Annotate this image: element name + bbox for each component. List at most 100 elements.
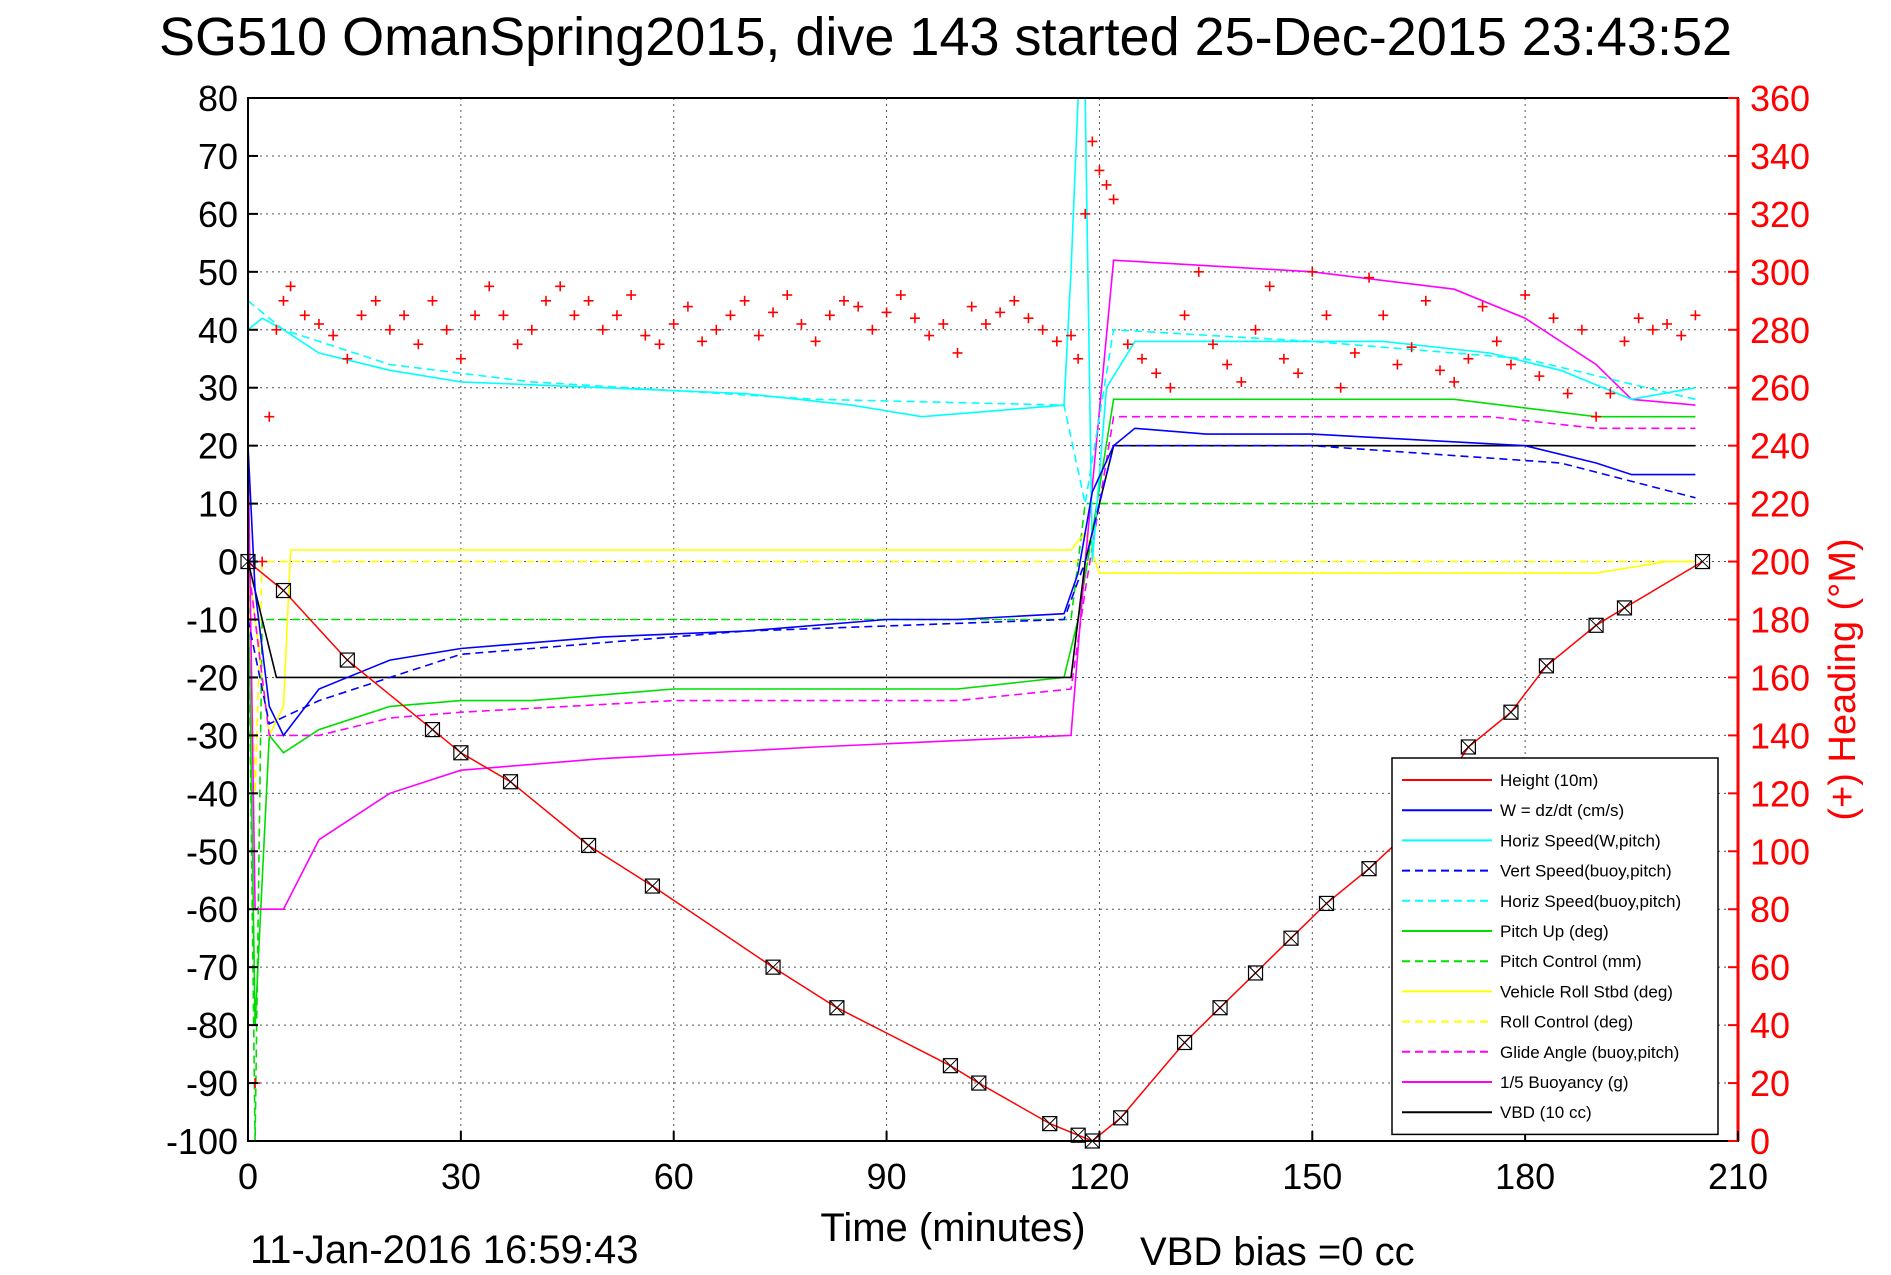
heading-marker (427, 295, 438, 306)
left-tick-label: 0 (218, 542, 238, 583)
right-tick-label: 20 (1750, 1063, 1790, 1104)
heading-marker (384, 324, 395, 335)
right-tick-label: 260 (1750, 368, 1810, 409)
heading-marker (1278, 353, 1289, 364)
right-tick-label: 120 (1750, 773, 1810, 814)
left-tick-label: -50 (186, 831, 238, 872)
height-marker (1042, 1116, 1058, 1132)
height-marker (829, 1000, 845, 1016)
heading-marker (810, 336, 821, 347)
left-tick-label: -90 (186, 1063, 238, 1104)
heading-marker (1108, 194, 1119, 205)
heading-marker (711, 324, 722, 335)
heading-marker (1449, 376, 1460, 387)
heading-marker (1122, 339, 1133, 350)
heading-marker (881, 307, 892, 318)
right-tick-label: 200 (1750, 542, 1810, 583)
height-marker (339, 652, 355, 668)
height-marker (942, 1058, 959, 1074)
series-line-3 (247, 444, 1696, 725)
x-tick-label: 120 (1069, 1156, 1129, 1197)
left-tick-label: -20 (186, 657, 238, 698)
right-tick-label: 360 (1750, 78, 1810, 119)
series-line-2 (247, 97, 1696, 562)
height-marker (275, 582, 292, 599)
heading-marker (342, 353, 353, 364)
legend-entry: 1/5 Buoyancy (g) (1500, 1073, 1629, 1092)
heading-marker (271, 324, 282, 335)
series-line-8 (247, 560, 1696, 794)
heading-marker (782, 290, 793, 301)
heading-marker (1335, 382, 1346, 393)
height-marker (765, 959, 781, 975)
heading-marker (895, 290, 906, 301)
heading-marker (1392, 359, 1403, 370)
right-tick-label: 100 (1750, 831, 1810, 872)
left-axis: -100-90-80-70-60-50-40-30-20-10010203040… (166, 78, 258, 1162)
legend-box (1391, 757, 1719, 1136)
heading-marker (1066, 330, 1077, 341)
x-axis: 0 30 60 90 120 150 180 210 (238, 1131, 1768, 1197)
x-tick-label: 210 (1708, 1156, 1768, 1197)
series-line-5 (247, 398, 1696, 1026)
heading-marker (1647, 324, 1658, 335)
heading-marker (1193, 266, 1204, 277)
heading-marker (526, 324, 537, 335)
heading-marker (512, 339, 523, 350)
height-marker (1176, 1034, 1193, 1051)
heading-marker (498, 310, 509, 321)
series-line-4 (247, 300, 1696, 504)
legend-entry: Pitch Control (mm) (1500, 952, 1642, 971)
heading-marker (597, 324, 608, 335)
heading-marker (356, 310, 367, 321)
heading-marker (909, 313, 920, 324)
heading-marker (1087, 136, 1098, 147)
heading-marker (1662, 318, 1673, 329)
right-tick-label: 80 (1750, 889, 1790, 930)
heading-marker (264, 411, 275, 422)
left-tick-label: -30 (186, 715, 238, 756)
height-marker (971, 1075, 987, 1091)
legend-entry: Height (10m) (1500, 771, 1598, 790)
heading-marker (470, 310, 481, 321)
height-marker (1588, 617, 1604, 633)
heading-marker (370, 295, 381, 306)
heading-marker (640, 330, 651, 341)
heading-marker (328, 330, 339, 341)
heading-marker (725, 310, 736, 321)
right-tick-label: 300 (1750, 252, 1810, 293)
heading-marker (299, 310, 310, 321)
heading-marker (938, 318, 949, 329)
right-tick-label: 340 (1750, 136, 1810, 177)
heading-marker (541, 295, 551, 306)
left-tick-label: -60 (186, 889, 238, 930)
heading-marker (1534, 371, 1545, 382)
height-marker (644, 878, 661, 894)
x-tick-label: 90 (867, 1156, 907, 1197)
x-tick-label: 30 (441, 1156, 481, 1197)
legend-entry: W = dz/dt (cm/s) (1500, 801, 1624, 820)
height-marker (424, 721, 441, 738)
height-marker (453, 745, 469, 761)
heading-marker (626, 290, 637, 301)
heading-marker (1378, 310, 1389, 321)
heading-marker (1293, 368, 1304, 379)
left-tick-label: 40 (198, 310, 238, 351)
left-tick-label: -70 (186, 947, 238, 988)
x-tick-label: 60 (654, 1156, 694, 1197)
series-line-9 (247, 415, 1696, 737)
heading-marker (1051, 336, 1062, 347)
heading-marker (1165, 382, 1176, 393)
legend-entry: Horiz Speed(buoy,pitch) (1500, 892, 1681, 911)
heading-marker (555, 281, 566, 292)
heading-marker (1491, 336, 1502, 347)
heading-marker (697, 336, 708, 347)
heading-marker (1548, 313, 1559, 324)
heading-marker (257, 556, 268, 567)
heading-marker (1477, 301, 1488, 312)
heading-marker (853, 301, 864, 312)
height-marker (1503, 704, 1519, 720)
heading-marker (484, 281, 495, 292)
right-tick-label: 240 (1750, 426, 1810, 467)
